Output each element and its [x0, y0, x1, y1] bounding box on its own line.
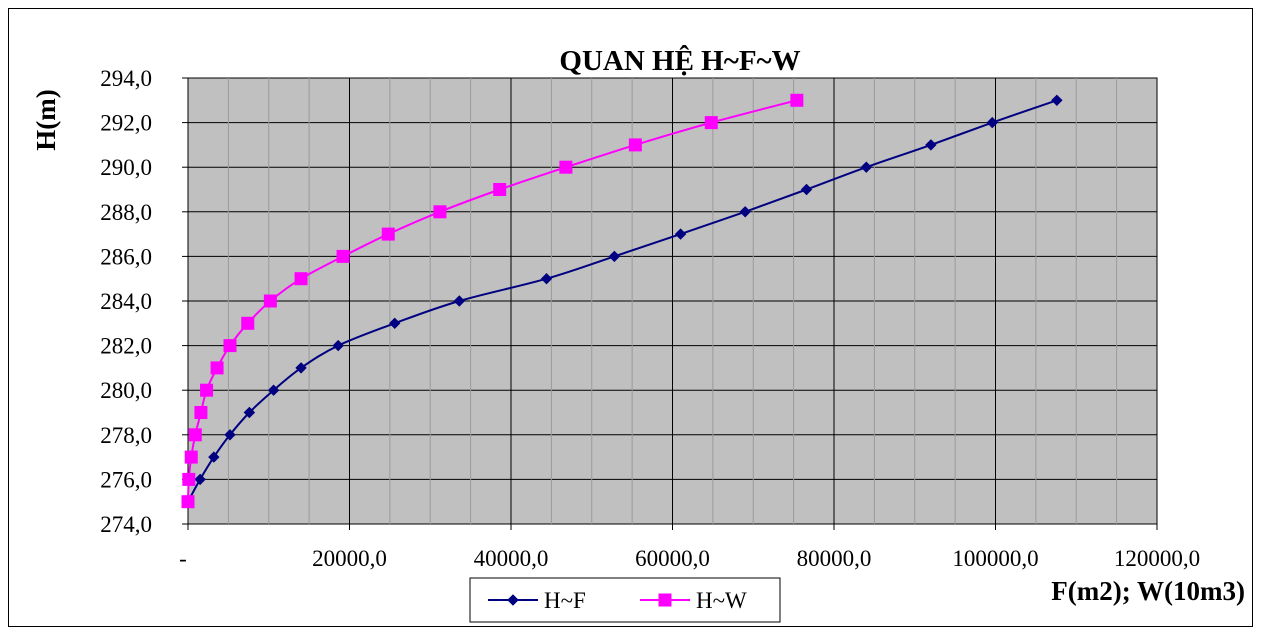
y-axis-label: H(m)	[31, 89, 61, 150]
data-point-h-w	[628, 138, 642, 152]
data-point-h-f	[540, 272, 553, 285]
data-point-h-f	[194, 473, 206, 486]
data-point-h-f	[389, 317, 401, 330]
data-point-h-w	[704, 116, 718, 130]
y-tick-label: 280,0	[100, 378, 152, 403]
legend-label-h-w: H~W	[696, 588, 747, 613]
y-tick-label: 286,0	[100, 244, 152, 269]
data-point-h-f	[295, 362, 307, 374]
chart-title: QUAN HỆ H~F~W	[559, 44, 800, 77]
data-point-h-f	[860, 161, 873, 173]
x-tick-label: 80000,0	[797, 546, 872, 571]
x-tick-label: 60000,0	[635, 546, 710, 571]
chart-frame	[8, 8, 1253, 627]
x-tick-label: 100000,0	[952, 546, 1038, 571]
data-point-h-f	[800, 183, 813, 196]
y-tick-label: 288,0	[100, 200, 152, 225]
y-tick-label: 276,0	[100, 467, 152, 492]
data-point-h-f	[243, 406, 256, 419]
data-point-h-f	[925, 139, 937, 151]
y-tick-label: 294,0	[100, 66, 152, 91]
data-point-h-w	[336, 249, 350, 263]
data-point-h-w	[184, 450, 198, 464]
y-tick-label: 284,0	[100, 289, 152, 314]
y-tick-label: 292,0	[100, 111, 152, 136]
data-point-h-f	[739, 206, 751, 218]
data-point-h-w	[200, 383, 214, 397]
data-point-h-f	[1051, 94, 1063, 107]
legend-label-h-f: H~F	[544, 588, 586, 613]
legend-marker-h-f	[507, 594, 519, 606]
y-tick-label: 282,0	[100, 334, 152, 359]
data-point-h-f	[332, 339, 344, 352]
legend-marker-h-w	[658, 593, 672, 607]
x-axis-label: F(m2); W(10m3)	[1051, 576, 1245, 606]
data-point-h-w	[194, 406, 208, 419]
data-point-h-w	[241, 316, 255, 330]
x-tick-label: 120000,0	[1114, 546, 1200, 571]
data-point-h-w	[263, 294, 277, 308]
data-point-h-f	[224, 429, 236, 441]
data-point-h-f	[674, 228, 687, 240]
data-point-h-f	[267, 384, 280, 396]
data-point-h-w	[294, 272, 308, 286]
data-point-h-w	[188, 428, 202, 442]
x-tick-label: 40000,0	[474, 546, 549, 571]
data-point-h-w	[210, 361, 224, 375]
data-point-h-w	[181, 495, 195, 509]
x-tick-label: -	[179, 546, 187, 571]
data-point-h-f	[986, 116, 998, 129]
data-point-h-f	[208, 451, 220, 463]
data-point-h-w	[493, 183, 507, 196]
data-point-h-w	[790, 93, 804, 107]
data-point-h-w	[381, 227, 395, 241]
data-point-h-w	[559, 160, 573, 174]
data-point-h-w	[223, 339, 237, 353]
y-tick-label: 290,0	[100, 155, 152, 180]
data-point-h-w	[433, 205, 447, 219]
x-tick-label: 20000,0	[312, 546, 387, 571]
y-tick-label: 274,0	[100, 512, 152, 537]
data-point-h-f	[453, 295, 466, 307]
data-point-h-f	[608, 250, 621, 263]
y-tick-label: 278,0	[100, 423, 152, 448]
data-point-h-w	[182, 472, 196, 486]
